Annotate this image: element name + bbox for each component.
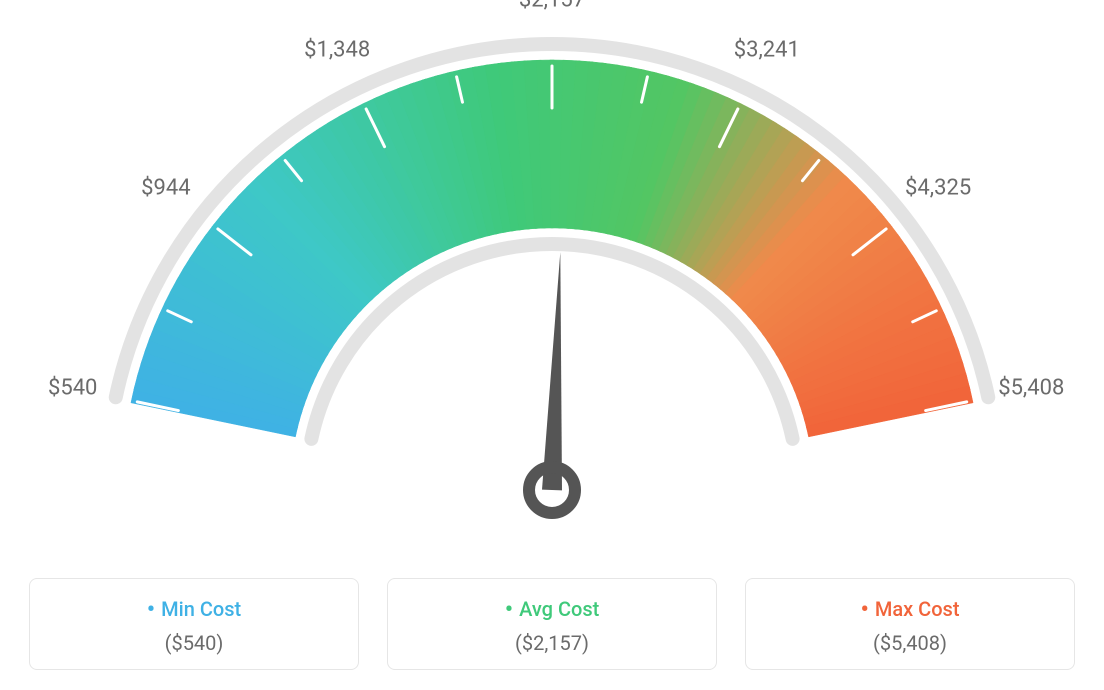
gauge-tick-label: $944 — [141, 176, 190, 201]
legend-row: Min Cost ($540) Avg Cost ($2,157) Max Co… — [0, 578, 1104, 670]
legend-card-max: Max Cost ($5,408) — [745, 578, 1075, 670]
gauge-tick-label: $3,241 — [734, 37, 800, 62]
gauge-tick-label: $2,157 — [519, 0, 585, 13]
legend-card-min: Min Cost ($540) — [29, 578, 359, 670]
gauge-tick-label: $1,348 — [304, 37, 370, 62]
cost-gauge-container: $540 $944 $1,348 $2,157 $3,241 $4,325 $5,408 M… — [0, 0, 1104, 690]
legend-max-title: Max Cost — [756, 595, 1064, 623]
gauge-chart: $540 $944 $1,348 $2,157 $3,241 $4,325 $5,408 — [0, 0, 1104, 560]
gauge-tick-label: $5,408 — [998, 376, 1064, 401]
gauge-tick-label: $4,325 — [905, 176, 971, 201]
legend-min-value: ($540) — [40, 631, 348, 655]
legend-max-value: ($5,408) — [756, 631, 1064, 655]
gauge-svg — [0, 0, 1104, 560]
legend-card-avg: Avg Cost ($2,157) — [387, 578, 717, 670]
legend-avg-title: Avg Cost — [398, 595, 706, 623]
legend-avg-value: ($2,157) — [398, 631, 706, 655]
legend-min-title: Min Cost — [40, 595, 348, 623]
gauge-tick-label: $540 — [48, 376, 97, 401]
